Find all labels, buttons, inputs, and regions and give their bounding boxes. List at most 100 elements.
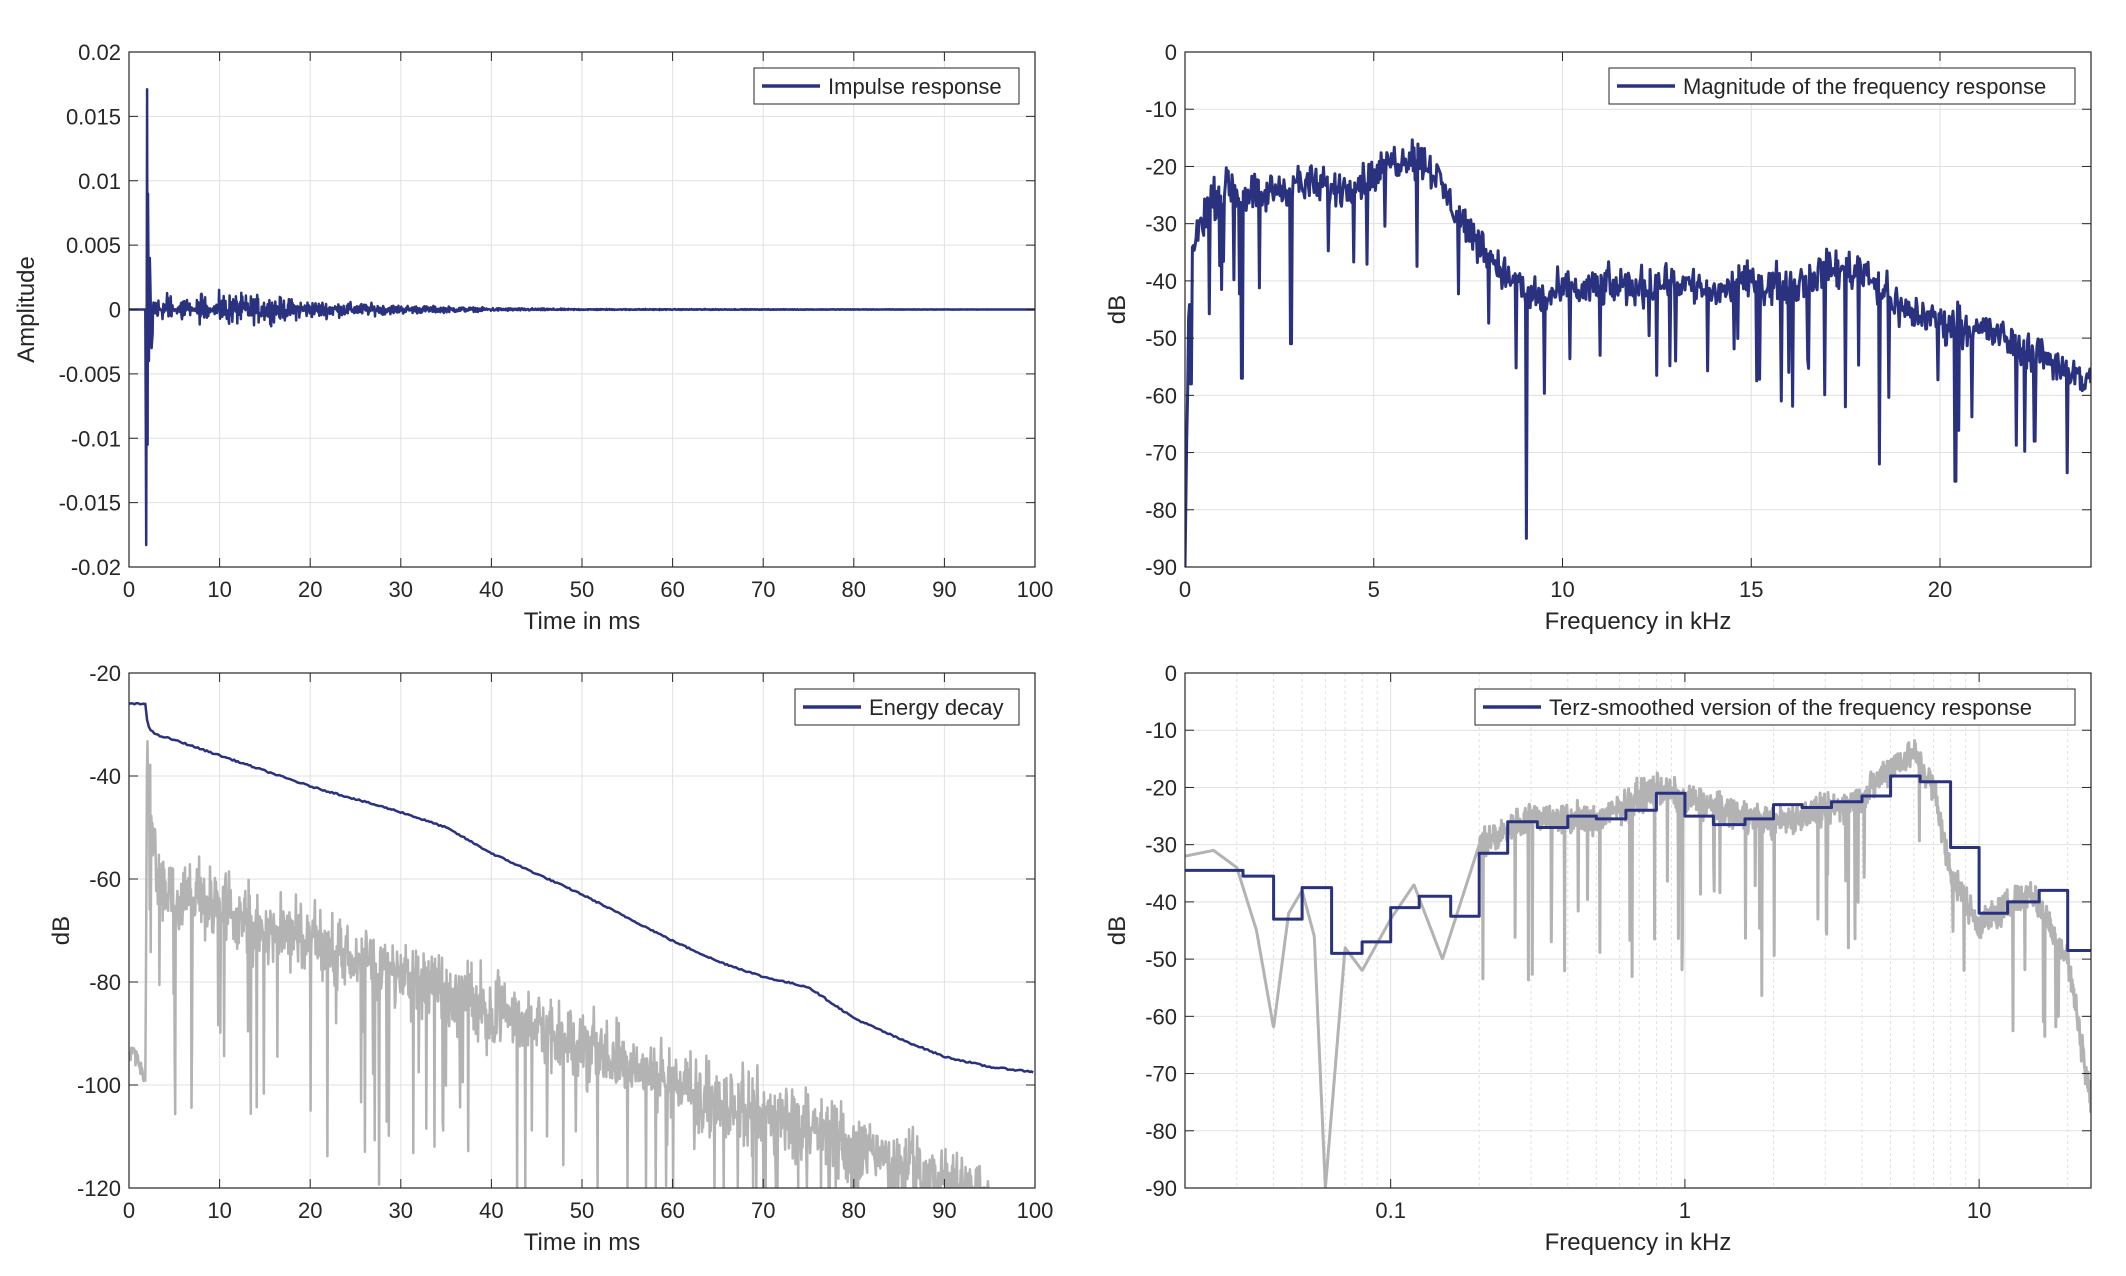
y-tick-label: -60 — [89, 867, 121, 892]
series-energy-time — [129, 740, 991, 1188]
x-axis-label: Frequency in kHz — [1545, 1229, 1732, 1256]
x-tick-label: 40 — [479, 577, 503, 602]
y-tick-label: -10 — [1145, 718, 1177, 743]
series-energy-decay — [129, 701, 1034, 1074]
x-tick-label: 0 — [123, 577, 135, 602]
y-tick-label: -30 — [1145, 212, 1177, 237]
series-impulse-response — [129, 88, 1035, 547]
axes-box — [1184, 672, 2092, 1189]
x-tick-label: 50 — [570, 577, 594, 602]
y-tick-label: -80 — [1145, 1119, 1177, 1144]
y-tick-label: -40 — [1145, 269, 1177, 294]
y-tick-label: 0.02 — [78, 40, 121, 65]
plot-area — [1185, 52, 2091, 567]
x-tick-label: 90 — [932, 1198, 956, 1223]
y-tick-label: 0 — [1165, 661, 1177, 686]
x-tick-label: 50 — [570, 1198, 594, 1223]
legend: Magnitude of the frequency response — [1608, 67, 2076, 105]
y-tick-label: -40 — [89, 764, 121, 789]
series-layer — [129, 88, 1035, 547]
legend: Energy decay — [794, 688, 1020, 726]
legend-label: Magnitude of the frequency response — [1683, 74, 2046, 99]
x-tick-label: 60 — [660, 1198, 684, 1223]
x-tick-label: 5 — [1368, 577, 1380, 602]
x-tick-label: 40 — [479, 1198, 503, 1223]
x-tick-label: 60 — [660, 577, 684, 602]
y-tick-label: -0.01 — [71, 426, 121, 451]
y-tick-label: -60 — [1145, 383, 1177, 408]
legend: Terz-smoothed version of the frequency r… — [1474, 688, 2076, 726]
x-tick-label: 0 — [1179, 577, 1191, 602]
series-magnitude — [1185, 138, 2091, 567]
x-tick-label: 100 — [1017, 1198, 1054, 1223]
y-tick-label: -50 — [1145, 947, 1177, 972]
y-tick-label: -10 — [1145, 97, 1177, 122]
x-tick-label: 0 — [123, 1198, 135, 1223]
series-terz-smoothed — [1185, 774, 2091, 955]
x-tick-label: 10 — [207, 577, 231, 602]
x-tick-label: 70 — [751, 577, 775, 602]
x-axis-label: Time in ms — [524, 1229, 640, 1256]
series-layer — [1185, 739, 2091, 1188]
y-tick-label: -50 — [1145, 326, 1177, 351]
chart-3: 0 10 20 30 40 50 60 70 80 90 100 -20 -40 -60 -80 -100 -1… — [48, 661, 1053, 1256]
x-tick-label: 0.1 — [1375, 1198, 1406, 1223]
x-axis-label: Time in ms — [524, 608, 640, 635]
x-tick-label: 10 — [207, 1198, 231, 1223]
x-tick-label: 20 — [298, 1198, 322, 1223]
y-axis-label: dB — [1104, 295, 1131, 324]
y-tick-label: 0 — [109, 298, 121, 323]
series-layer — [1185, 138, 2091, 567]
chart-4: 0.1 1 10 0 -10 -20 -30 -40 -50 -60 -70 -80 -90 Freque… — [1104, 661, 2092, 1256]
legend-label: Energy decay — [869, 695, 1004, 720]
y-axis-label: dB — [48, 916, 75, 945]
legend-label: Impulse response — [828, 74, 1002, 99]
y-tick-label: -90 — [1145, 555, 1177, 580]
y-tick-label: -20 — [89, 661, 121, 686]
chart-2: 0 5 10 15 20 0 -10 -20 -30 -40 -50 -60 -70 -80 -90 Freq… — [1104, 40, 2092, 635]
x-tick-label: 1 — [1679, 1198, 1691, 1223]
y-tick-label: -70 — [1145, 1062, 1177, 1087]
y-tick-label: 0.015 — [66, 104, 121, 129]
x-tick-label: 90 — [932, 577, 956, 602]
x-tick-label: 70 — [751, 1198, 775, 1223]
y-tick-label: -0.02 — [71, 555, 121, 580]
chart-1: 0 10 20 30 40 50 60 70 80 90 100 -0.02 -0.015 -0.01 -0… — [13, 40, 1053, 635]
y-tick-label: -90 — [1145, 1176, 1177, 1201]
x-tick-label: 20 — [1928, 577, 1952, 602]
y-tick-label: 0.01 — [78, 169, 121, 194]
x-tick-label: 80 — [842, 577, 866, 602]
x-tick-label: 10 — [1550, 577, 1574, 602]
grid — [1184, 51, 2091, 568]
series-raw-response — [1185, 739, 2091, 1188]
legend-label: Terz-smoothed version of the frequency r… — [1549, 695, 2032, 720]
y-tick-label: -40 — [1145, 890, 1177, 915]
x-tick-label: 10 — [1967, 1198, 1991, 1223]
y-tick-label: -20 — [1145, 775, 1177, 800]
legend-box — [1608, 67, 2076, 105]
x-tick-label: 15 — [1739, 577, 1763, 602]
y-tick-label: 0 — [1165, 40, 1177, 65]
x-tick-label: 20 — [298, 577, 322, 602]
legend: Impulse response — [753, 67, 1020, 105]
y-tick-label: -80 — [1145, 498, 1177, 523]
y-tick-label: -70 — [1145, 441, 1177, 466]
legend-box — [1474, 688, 2076, 726]
y-tick-label: -20 — [1145, 154, 1177, 179]
x-axis-label: Frequency in kHz — [1545, 608, 1732, 635]
y-tick-label: 0.005 — [66, 233, 121, 258]
y-tick-label: -120 — [77, 1176, 121, 1201]
y-tick-label: -100 — [77, 1073, 121, 1098]
x-tick-label: 100 — [1017, 577, 1054, 602]
y-axis-label: Amplitude — [13, 256, 40, 363]
series-layer — [129, 701, 1034, 1188]
x-tick-label: 30 — [389, 1198, 413, 1223]
y-tick-label: -60 — [1145, 1004, 1177, 1029]
axes-box — [1184, 51, 2092, 568]
plot-area — [1185, 673, 2091, 1188]
y-tick-label: -80 — [89, 970, 121, 995]
y-tick-label: -0.015 — [59, 491, 121, 516]
y-axis-label: dB — [1104, 916, 1131, 945]
x-tick-label: 30 — [389, 577, 413, 602]
